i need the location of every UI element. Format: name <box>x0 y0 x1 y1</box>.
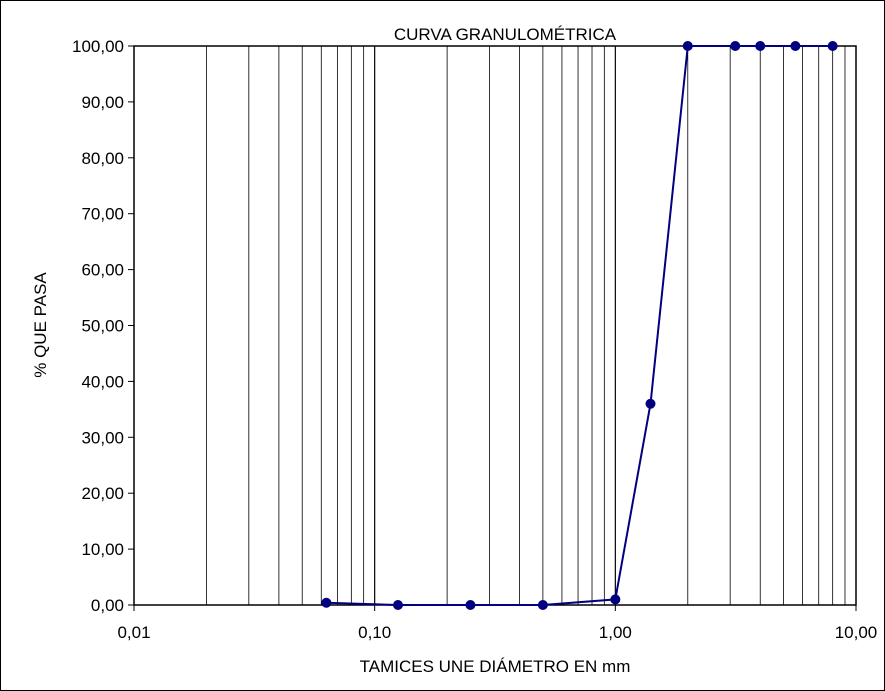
y-tick-label: 40,00 <box>81 372 124 391</box>
x-tick-label: 10,00 <box>835 623 878 642</box>
x-tick-label: 0,10 <box>358 623 391 642</box>
x-axis-title: TAMICES UNE DIÁMETRO EN mm <box>360 657 631 676</box>
data-point <box>610 594 621 605</box>
data-point <box>321 597 332 608</box>
data-point <box>392 600 403 610</box>
data-point <box>790 41 801 51</box>
series-layer <box>321 41 838 610</box>
y-tick-label: 100,00 <box>72 37 124 56</box>
y-tick-label: 0,00 <box>91 596 124 615</box>
y-tick-label: 60,00 <box>81 261 124 280</box>
data-point <box>537 600 548 610</box>
y-tick-label: 50,00 <box>81 317 124 336</box>
ticks-layer: 0,00 10,00 20,00 30,00 40,00 50,00 60,00 70,00 8… <box>72 37 877 642</box>
data-point <box>682 41 693 51</box>
y-tick-label: 20,00 <box>81 484 124 503</box>
data-point <box>645 398 656 409</box>
data-point <box>755 41 766 51</box>
grid-layer <box>206 46 846 605</box>
y-tick-label: 70,00 <box>81 205 124 224</box>
x-tick-label: 1,00 <box>599 623 632 642</box>
chart-title: CURVA GRANULOMÉTRICA <box>394 25 617 44</box>
data-point <box>827 41 838 51</box>
y-tick-label: 30,00 <box>81 428 124 447</box>
data-point <box>465 600 476 610</box>
y-tick-label: 10,00 <box>81 540 124 559</box>
y-tick-label: 80,00 <box>81 149 124 168</box>
x-tick-label: 0,01 <box>117 623 150 642</box>
y-axis-title: % QUE PASA <box>31 272 50 378</box>
data-point <box>730 41 741 51</box>
y-tick-label: 90,00 <box>81 93 124 112</box>
